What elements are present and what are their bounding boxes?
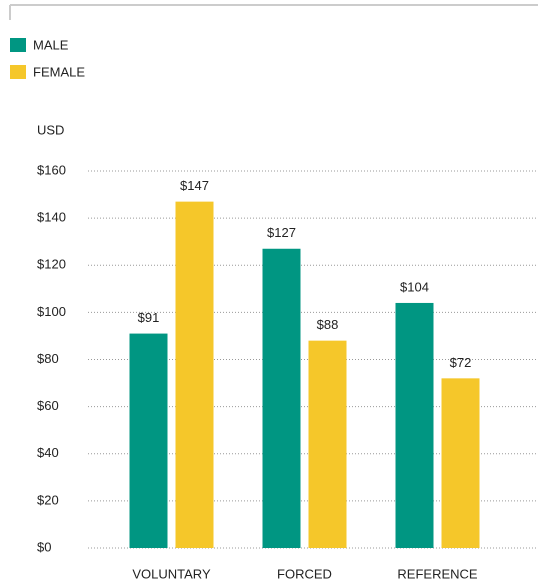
- value-label: $127: [267, 225, 296, 240]
- legend-swatch: [10, 65, 26, 79]
- value-label: $91: [138, 310, 160, 325]
- value-label: $72: [450, 355, 472, 370]
- y-tick-label: $20: [37, 492, 59, 507]
- y-tick-label: $140: [37, 210, 66, 225]
- y-tick-label: $40: [37, 445, 59, 460]
- y-tick-label: $60: [37, 398, 59, 413]
- y-tick-label: $100: [37, 304, 66, 319]
- legend-swatch: [10, 38, 26, 52]
- bar: [175, 201, 214, 548]
- x-tick-label: FORCED: [277, 566, 332, 581]
- bar: [395, 302, 434, 548]
- legend-label: FEMALE: [33, 64, 85, 79]
- legend-label: MALE: [33, 37, 69, 52]
- x-tick-label: VOLUNTARY: [132, 566, 211, 581]
- value-label: $147: [180, 178, 209, 193]
- bar: [308, 340, 347, 548]
- y-tick-label: $0: [37, 539, 51, 554]
- value-label: $104: [400, 279, 429, 294]
- bar: [129, 333, 168, 548]
- bar: [262, 248, 301, 548]
- value-label: $88: [317, 317, 339, 332]
- x-tick-label: REFERENCE: [397, 566, 478, 581]
- y-tick-label: $80: [37, 351, 59, 366]
- y-tick-label: $120: [37, 257, 66, 272]
- y-axis-label: USD: [37, 122, 64, 137]
- bar: [441, 378, 480, 548]
- y-tick-label: $160: [37, 162, 66, 177]
